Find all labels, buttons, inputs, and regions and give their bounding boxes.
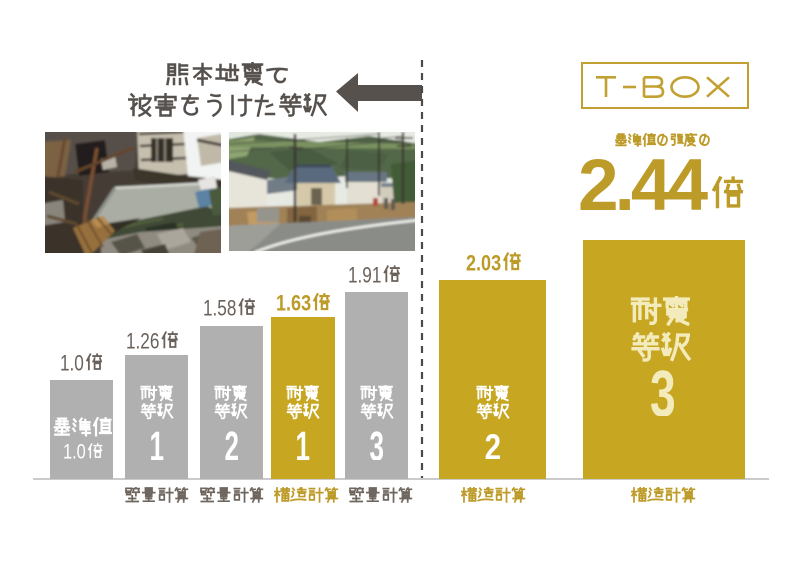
svg-text:2.44: 2.44	[578, 145, 708, 215]
svg-text:2: 2	[485, 432, 501, 459]
svg-text:1.0: 1.0	[63, 440, 86, 462]
svg-text:1.63: 1.63	[276, 292, 311, 313]
svg-text:1.0: 1.0	[60, 352, 84, 374]
svg-text:3: 3	[650, 367, 676, 417]
svg-text:1: 1	[149, 429, 163, 461]
svg-text:2.03: 2.03	[466, 252, 501, 273]
svg-text:1.26: 1.26	[126, 330, 159, 352]
svg-text:3: 3	[369, 429, 383, 461]
svg-text:1: 1	[296, 429, 310, 461]
svg-text:2: 2	[224, 429, 238, 461]
svg-text:1.91: 1.91	[348, 264, 381, 286]
svg-text:1.58: 1.58	[203, 296, 236, 318]
